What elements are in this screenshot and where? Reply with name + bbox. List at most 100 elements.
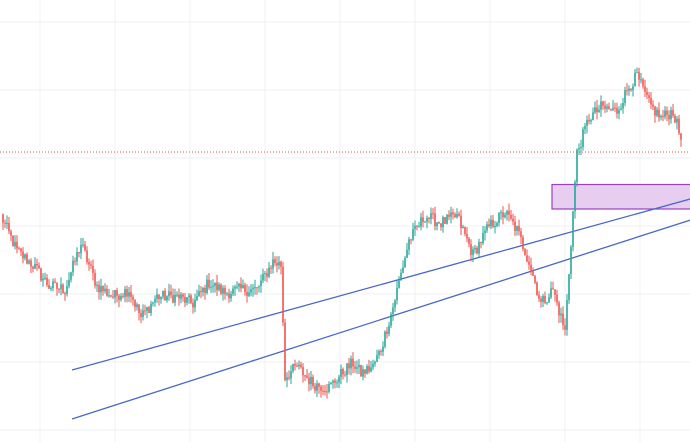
candle-body	[350, 358, 352, 369]
candle-body	[546, 302, 548, 304]
candle-body	[464, 226, 466, 235]
candle-body	[206, 279, 208, 293]
candle-body	[270, 267, 272, 269]
candle-body	[602, 101, 604, 106]
candle-body	[468, 238, 470, 245]
candle-body	[662, 115, 664, 117]
candle-body	[660, 115, 662, 118]
candle-body	[370, 367, 372, 372]
candle-body	[526, 255, 528, 262]
candle-body	[64, 293, 66, 295]
candle-body	[152, 302, 154, 304]
candle-body	[292, 364, 294, 372]
candle-body	[174, 294, 176, 303]
candle-body	[352, 358, 354, 367]
candle-body	[296, 365, 298, 367]
candle-body	[120, 296, 122, 300]
candle-body	[6, 222, 8, 224]
candle-body	[234, 286, 236, 289]
candle-body	[612, 107, 614, 110]
candle-body	[14, 241, 16, 247]
candle-body	[408, 239, 410, 250]
candle-body	[274, 259, 276, 264]
candle-body	[300, 364, 302, 368]
candle-body	[656, 109, 658, 116]
candle-body	[146, 307, 148, 311]
candle-body	[10, 231, 12, 236]
candle-body	[322, 390, 324, 392]
candle-body	[298, 364, 300, 367]
candle-body	[412, 228, 414, 240]
candle-body	[414, 225, 416, 229]
candle-body	[118, 295, 120, 300]
candle-body	[126, 289, 128, 297]
candle-body	[420, 217, 422, 227]
candle-body	[336, 382, 338, 384]
candle-body	[442, 217, 444, 228]
candle-body	[362, 369, 364, 377]
candle-body	[672, 110, 674, 116]
candle-body	[476, 247, 478, 254]
candle-body	[424, 221, 426, 223]
candle-body	[484, 230, 486, 233]
candle-body	[446, 214, 448, 224]
candle-body	[286, 377, 288, 381]
candle-body	[226, 293, 228, 295]
candle-body	[314, 385, 316, 391]
candle-body	[112, 296, 114, 298]
candle-body	[560, 313, 562, 316]
candle-body	[102, 286, 104, 292]
candle-body	[306, 375, 308, 378]
candle-body	[40, 268, 42, 281]
candle-body	[626, 90, 628, 92]
candle-body	[482, 232, 484, 244]
candle-body	[578, 148, 580, 150]
candle-body	[176, 294, 178, 296]
candle-body	[232, 288, 234, 294]
candle-body	[642, 79, 644, 87]
candle-body	[318, 383, 320, 387]
candle-body	[608, 106, 610, 109]
candle-body	[550, 288, 552, 298]
candle-body	[598, 109, 600, 113]
candle-body	[354, 366, 356, 369]
candle-body	[148, 307, 150, 314]
candle-body	[584, 125, 586, 130]
candle-body	[566, 300, 568, 330]
candle-body	[80, 244, 82, 254]
candle-body	[60, 284, 62, 290]
candle-body	[320, 386, 322, 391]
candle-body	[356, 367, 358, 369]
candle-body	[458, 213, 460, 216]
candle-body	[378, 351, 380, 356]
candles	[2, 67, 682, 399]
candle-body	[44, 277, 46, 279]
candle-body	[250, 289, 252, 293]
candle-body	[600, 101, 602, 110]
candle-body	[650, 97, 652, 105]
candle-body	[542, 296, 544, 302]
candle-body	[400, 272, 402, 281]
candle-body	[428, 218, 430, 220]
candle-body	[590, 120, 592, 122]
candle-body	[114, 290, 116, 298]
candle-body	[74, 260, 76, 262]
candle-body	[582, 129, 584, 148]
candle-body	[186, 297, 188, 303]
candle-body	[130, 292, 132, 297]
candle-body	[86, 250, 88, 263]
candle-body	[676, 118, 678, 123]
candle-body	[338, 376, 340, 383]
candle-body	[316, 383, 318, 391]
candle-body	[228, 293, 230, 299]
candle-body	[562, 313, 564, 326]
candle-body	[46, 277, 48, 286]
candle-body	[486, 224, 488, 231]
candle-body	[172, 295, 174, 303]
candle-body	[104, 288, 106, 292]
candle-body	[204, 287, 206, 293]
candle-body	[144, 310, 146, 312]
trendlines	[71, 198, 690, 420]
candle-body	[342, 369, 344, 375]
candle-body	[678, 118, 680, 134]
